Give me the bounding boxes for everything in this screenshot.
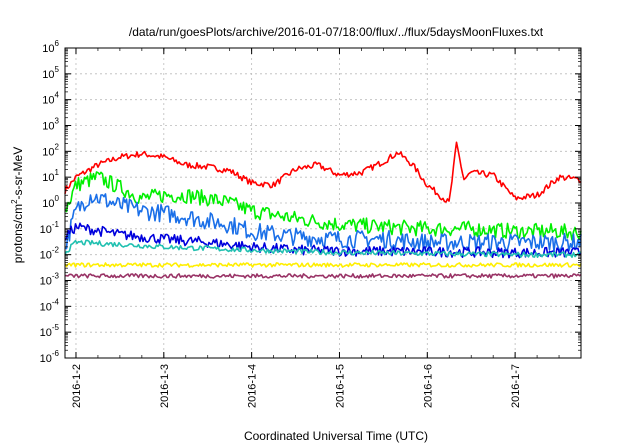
x-axis-label: Coordinated Universal Time (UTC) — [244, 429, 428, 443]
x-tick-label: 2016-1-7 — [510, 364, 522, 408]
y-tick-label: 105 — [42, 65, 59, 81]
y-tick-exponent: -6 — [52, 349, 60, 358]
series-line-6 — [64, 262, 582, 268]
y-tick-exponent: 3 — [55, 117, 60, 126]
y-tick-base: 10 — [40, 353, 52, 365]
y-tick-base: 10 — [40, 301, 52, 313]
y-tick-exponent: 2 — [55, 142, 60, 151]
y-tick-exponent: 0 — [55, 194, 60, 203]
x-tick-label: 2016-1-6 — [422, 364, 434, 408]
y-tick-base: 10 — [42, 146, 54, 158]
y-tick-label: 104 — [42, 91, 59, 107]
plot-frame — [64, 47, 582, 359]
y-tick-exponent: -5 — [52, 323, 60, 332]
y-tick-base: 10 — [42, 43, 54, 55]
y-tick-exponent: 1 — [55, 168, 60, 177]
y-tick-label: 102 — [42, 142, 59, 158]
y-tick-base: 10 — [42, 95, 54, 107]
series-line-3 — [64, 193, 582, 253]
y-tick-label: 103 — [42, 117, 59, 133]
chart-title: /data/run/goesPlots/archive/2016-01-07/1… — [129, 25, 544, 39]
series-line-2 — [64, 171, 582, 241]
y-tick-exponent: -1 — [52, 220, 60, 229]
x-tick-label: 2016-1-5 — [334, 364, 346, 408]
y-axis: 10-610-510-410-310-210-11001011021031041… — [40, 39, 581, 365]
y-tick-exponent: -3 — [52, 272, 60, 281]
y-tick-exponent: 4 — [55, 91, 60, 100]
x-axis: 2016-1-2 2016-1-3 2016-1-4 2016-1-5 2016-1-6… — [71, 48, 560, 408]
y-tick-label: 10-6 — [40, 349, 60, 365]
y-tick-label: 10-2 — [40, 246, 60, 262]
y-axis-label-exponent: 2 — [10, 199, 19, 204]
series-lines — [64, 141, 582, 279]
y-tick-label: 10-4 — [40, 297, 60, 313]
y-tick-exponent: 5 — [55, 65, 60, 74]
y-axis-label-part1: protons/cm — [11, 204, 25, 263]
series-line-1 — [64, 141, 582, 203]
y-tick-exponent: -2 — [52, 246, 60, 255]
y-tick-base: 10 — [42, 69, 54, 81]
y-tick-label: 10-3 — [40, 272, 60, 288]
y-axis-label-part2: -s-sr-MeV — [11, 147, 25, 200]
y-tick-base: 10 — [40, 250, 52, 262]
y-tick-label: 100 — [42, 194, 59, 210]
series-line-5 — [64, 239, 581, 259]
y-tick-base: 10 — [42, 198, 54, 210]
y-tick-exponent: 6 — [55, 39, 60, 48]
y-tick-label: 101 — [42, 168, 59, 184]
y-tick-label: 10-5 — [40, 323, 60, 339]
y-tick-exponent: -4 — [52, 297, 60, 306]
y-tick-base: 10 — [40, 327, 52, 339]
x-tick-label: 2016-1-3 — [159, 364, 171, 408]
y-tick-base: 10 — [42, 121, 54, 133]
y-tick-base: 10 — [40, 224, 52, 236]
x-tick-label: 2016-1-2 — [71, 364, 83, 408]
y-tick-base: 10 — [42, 172, 54, 184]
grid — [65, 48, 581, 358]
y-tick-label: 10-1 — [40, 220, 60, 236]
y-axis-label: protons/cm2-s-sr-MeV — [10, 147, 25, 263]
y-tick-label: 106 — [42, 39, 59, 55]
y-tick-base: 10 — [40, 276, 52, 288]
x-tick-label: 2016-1-4 — [247, 364, 259, 408]
series-line-7 — [64, 273, 582, 279]
